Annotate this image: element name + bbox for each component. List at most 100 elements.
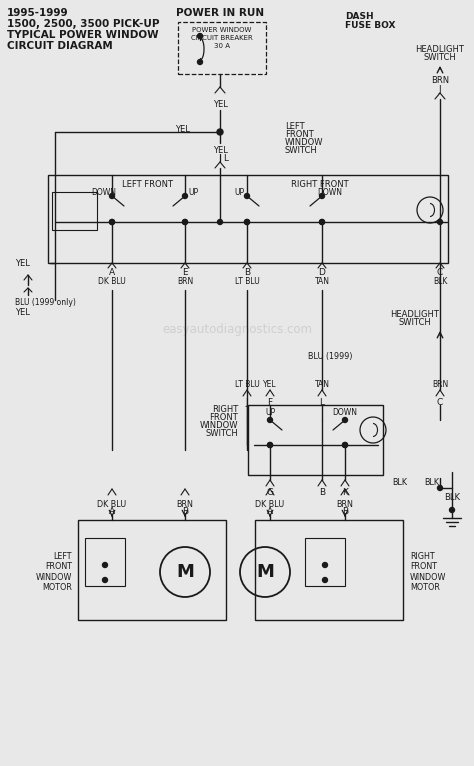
Text: 30 A: 30 A (214, 43, 230, 49)
Circle shape (182, 220, 188, 224)
Text: TYPICAL POWER WINDOW: TYPICAL POWER WINDOW (7, 30, 159, 40)
Text: DASH: DASH (345, 12, 374, 21)
Text: HEADLIGHT: HEADLIGHT (391, 310, 439, 319)
Text: BRN: BRN (177, 277, 193, 286)
Circle shape (217, 129, 223, 135)
Text: BLK: BLK (433, 277, 447, 286)
Circle shape (182, 194, 188, 198)
Text: DK BLU: DK BLU (97, 500, 127, 509)
Text: B: B (319, 488, 325, 497)
Text: LEFT
FRONT
WINDOW
MOTOR: LEFT FRONT WINDOW MOTOR (36, 552, 72, 592)
Text: SWITCH: SWITCH (424, 53, 456, 62)
Circle shape (102, 562, 108, 568)
Text: DK BLU: DK BLU (255, 500, 284, 509)
Text: BRN: BRN (176, 500, 193, 509)
Text: B: B (244, 268, 250, 277)
Text: SWITCH: SWITCH (205, 429, 238, 438)
Text: RIGHT: RIGHT (212, 405, 238, 414)
Circle shape (319, 220, 325, 224)
Text: M: M (176, 563, 194, 581)
Text: CIRCUIT BREAKER: CIRCUIT BREAKER (191, 35, 253, 41)
Text: L: L (319, 398, 325, 407)
Text: FRONT: FRONT (209, 413, 238, 422)
Bar (178, 22, 266, 74)
Bar (48, 175, 448, 263)
Text: YEL: YEL (15, 258, 29, 267)
Text: YEL: YEL (15, 308, 29, 317)
Bar (78, 520, 226, 620)
Text: E: E (182, 268, 188, 277)
Text: SWITCH: SWITCH (399, 318, 431, 327)
Text: F: F (267, 398, 273, 407)
Circle shape (102, 578, 108, 582)
Text: 1995-1999: 1995-1999 (7, 8, 69, 18)
Circle shape (449, 508, 455, 512)
Text: LEFT FRONT: LEFT FRONT (122, 180, 173, 189)
Text: DK BLU: DK BLU (98, 277, 126, 286)
Text: 1500, 2500, 3500 PICK-UP: 1500, 2500, 3500 PICK-UP (7, 19, 159, 29)
Text: BLK: BLK (425, 478, 439, 487)
Text: BLK: BLK (392, 478, 408, 487)
Circle shape (182, 220, 188, 224)
Circle shape (438, 486, 443, 490)
Bar (248, 405, 383, 475)
Text: BLU (1999): BLU (1999) (308, 352, 352, 361)
Text: M: M (256, 563, 274, 581)
Circle shape (267, 443, 273, 447)
Circle shape (245, 220, 249, 224)
Text: K: K (342, 488, 348, 497)
Text: POWER IN RUN: POWER IN RUN (176, 8, 264, 18)
Circle shape (319, 220, 325, 224)
Circle shape (198, 60, 202, 64)
Circle shape (343, 443, 347, 447)
Text: BRN: BRN (432, 380, 448, 389)
Circle shape (218, 220, 222, 224)
Text: UP: UP (265, 408, 275, 417)
Circle shape (322, 578, 328, 582)
Text: SWITCH: SWITCH (285, 146, 318, 155)
Bar (255, 520, 403, 620)
Text: B: B (342, 507, 348, 516)
Text: BLK: BLK (444, 493, 460, 502)
Text: UP: UP (234, 188, 244, 197)
Circle shape (267, 417, 273, 423)
Text: YEL: YEL (212, 100, 228, 109)
Bar (305, 538, 345, 586)
Text: easyautodiagnostics.com: easyautodiagnostics.com (162, 323, 312, 336)
Text: A: A (267, 507, 273, 516)
Text: LT BLU: LT BLU (235, 380, 259, 389)
Bar (85, 538, 125, 586)
Circle shape (319, 194, 325, 198)
Circle shape (343, 443, 347, 447)
Text: UP: UP (188, 188, 198, 197)
Text: BLU (1999 only): BLU (1999 only) (15, 298, 76, 307)
Text: G: G (266, 488, 273, 497)
Circle shape (245, 194, 249, 198)
Circle shape (109, 220, 115, 224)
Text: A: A (109, 507, 115, 516)
Text: B: B (182, 507, 188, 516)
Text: WINDOW: WINDOW (200, 421, 238, 430)
Circle shape (267, 443, 273, 447)
Text: L: L (223, 154, 228, 163)
Circle shape (343, 417, 347, 423)
Text: C: C (437, 398, 443, 407)
Circle shape (109, 194, 115, 198)
Text: RIGHT FRONT: RIGHT FRONT (291, 180, 349, 189)
Text: LT BLU: LT BLU (235, 277, 259, 286)
Text: FRONT: FRONT (285, 130, 314, 139)
Text: DOWN: DOWN (318, 188, 343, 197)
Text: YEL: YEL (263, 380, 277, 389)
Text: C: C (437, 268, 443, 277)
Text: LEFT: LEFT (285, 122, 305, 131)
Text: FUSE BOX: FUSE BOX (345, 21, 395, 30)
Text: RIGHT
FRONT
WINDOW
MOTOR: RIGHT FRONT WINDOW MOTOR (410, 552, 447, 592)
Text: BRN: BRN (337, 500, 354, 509)
Circle shape (438, 220, 443, 224)
Text: J: J (439, 85, 441, 94)
Text: HEADLIGHT: HEADLIGHT (416, 45, 465, 54)
Text: WINDOW: WINDOW (285, 138, 323, 147)
Text: CIRCUIT DIAGRAM: CIRCUIT DIAGRAM (7, 41, 113, 51)
Text: YEL: YEL (175, 125, 190, 133)
Text: DOWN: DOWN (332, 408, 357, 417)
